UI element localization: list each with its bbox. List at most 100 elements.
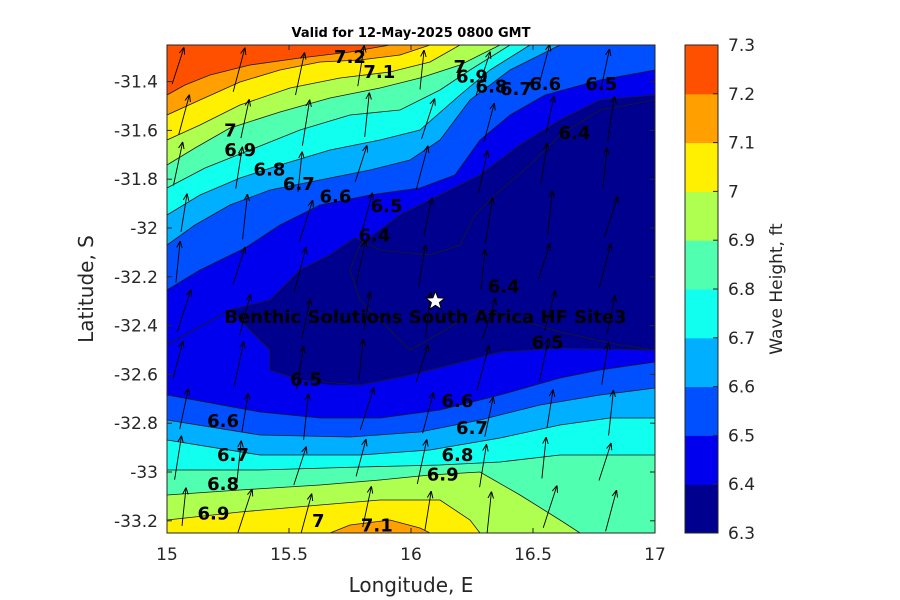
current-arrow [363,292,370,330]
current-arrow [423,198,432,237]
current-arrow [362,487,372,528]
current-arrow [668,296,675,341]
contour-label: 6.6 [529,74,561,95]
current-arrow [415,346,428,383]
current-arrow [537,45,549,88]
current-arrow [359,388,374,431]
current-arrow [301,299,310,339]
current-arrow [293,248,306,293]
current-arrow [358,340,363,381]
contour-label: 6.7 [500,79,532,100]
y-tick-label: -31.8 [114,170,158,190]
colorbar-tick-label: 6.6 [728,378,755,398]
current-arrow [175,242,180,283]
current-arrow [416,440,426,485]
colorbar-tick-label: 6.3 [728,524,755,544]
band-6.3-6.4-center [350,95,655,350]
current-arrow [606,296,615,335]
colorbar-label: Wave Height, ft [767,223,787,355]
current-arrow [176,290,191,333]
current-arrow [665,397,678,438]
current-arrow [663,54,669,94]
current-arrow [547,191,553,235]
current-arrow [240,100,249,139]
current-arrow [172,143,182,186]
current-arrow [602,149,607,188]
current-arrow [296,347,304,390]
y-tick-label: -32.2 [114,268,158,288]
plot-area [167,45,678,533]
current-arrow [357,46,364,87]
current-arrow [419,51,424,90]
current-arrow [354,146,367,183]
colorbar: 6.3 6.4 6.5 6.6 6.7 6.8 6.9 7 7.1 7.2 7.3 [684,36,755,544]
current-arrow [478,151,488,194]
current-arrow [235,147,243,189]
current-arrow [418,245,426,287]
current-vectors [171,45,678,533]
y-tick-label: -32 [130,219,158,239]
contour-label: 6.9 [197,504,229,525]
contour-label: 6.4 [488,277,520,298]
x-tick-label: 16.5 [514,545,552,565]
site-marker: Benthic Solutions South Africa HF Site3 [224,289,627,328]
current-arrow [475,52,490,97]
current-arrow [662,249,671,291]
current-arrow [541,438,546,479]
contour-label: 6.5 [290,369,322,390]
colorbar-tick-label: 7.2 [728,85,755,105]
current-arrow [300,494,311,533]
contour-label: 7 [312,511,325,532]
y-tick-label: -33 [130,463,158,483]
current-arrow [303,394,309,440]
contour-label: 6.7 [283,174,315,195]
current-arrow [605,491,617,532]
x-tick-label: 17 [644,545,666,565]
current-arrow [364,93,370,137]
current-arrow [241,394,248,433]
current-arrow [355,440,366,477]
contour-label: 6.8 [207,474,239,495]
band-7.1-7.2 [330,520,430,533]
contour-lines [167,45,655,533]
contour-label: 6.9 [427,464,459,485]
contour-label: 6.5 [585,74,617,95]
y-axis-label: Latitude, S [74,235,98,343]
current-arrow [424,492,431,531]
current-arrow [604,197,618,238]
band-7.2-7.3-top [167,45,390,95]
current-arrow [301,100,309,146]
chart-title: Valid for 12-May-2025 0800 GMT [292,26,531,41]
contour-label: 6.8 [441,445,473,466]
current-arrow [298,201,312,242]
colorbar-tick-label: 6.8 [728,280,755,300]
current-arrow [607,97,615,142]
contour-label: 7.1 [363,62,395,83]
current-arrow [415,146,428,190]
colorbar-swatch [685,191,718,241]
site-star-icon [424,289,447,311]
colorbar-swatch [685,386,718,436]
current-arrow [545,96,554,134]
current-arrow [422,393,434,434]
current-arrow [664,348,668,388]
current-arrow [476,346,489,391]
contour-label: 6.8 [254,159,286,180]
contour-labels: 7.27.1 76.96.86.76.6 6.56.476.96.86.76.6 6.… [197,47,617,537]
current-arrow [544,291,556,331]
current-arrow [540,144,547,185]
contour-label: 6.6 [207,411,239,432]
current-arrow [233,342,243,387]
colorbar-tick-label: 6.7 [728,329,755,349]
contour-label: 6.6 [319,186,351,207]
contour-label: 7.2 [334,47,366,68]
contour-label: 7.1 [361,516,393,537]
current-arrow [180,194,187,232]
current-arrow [172,342,183,379]
current-arrow [232,248,245,285]
x-tick-label: 15.5 [270,545,308,565]
colorbar-tick-label: 7.1 [728,134,755,154]
y-tick-label: -33.2 [114,512,158,532]
contour-label: 6.9 [456,67,488,88]
current-arrow [174,436,182,480]
